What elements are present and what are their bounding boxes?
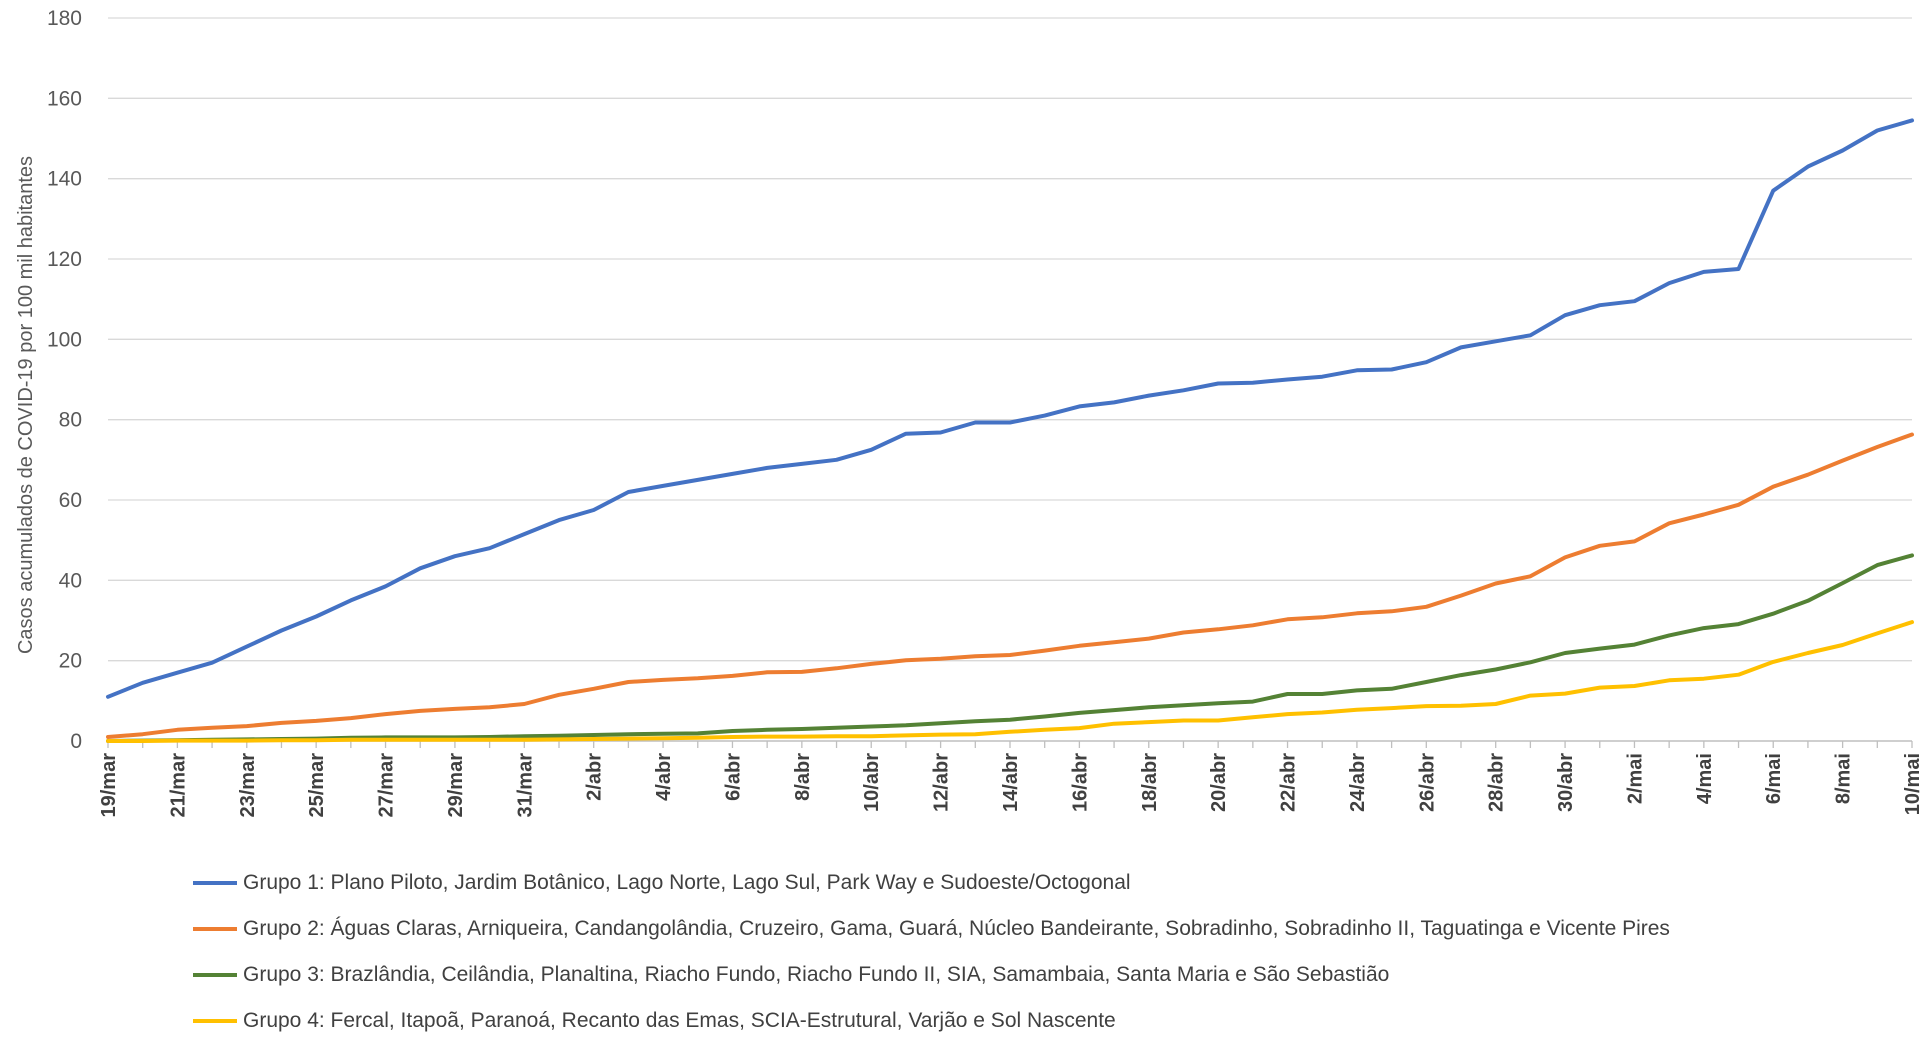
series-line-grupo-4: [106, 620, 1914, 743]
x-tick-label: 25/mar: [306, 753, 328, 818]
legend-swatch: [193, 881, 237, 885]
x-tick-label: 6/mai: [1763, 753, 1785, 804]
x-axis-ticks: 19/mar 21/mar 23/mar 25/mar 27/mar 29/mar 31/m…: [98, 753, 1924, 818]
y-tick-label: 160: [47, 87, 82, 110]
x-tick-label: 23/mar: [237, 753, 259, 818]
x-tick-label: 26/abr: [1416, 753, 1438, 812]
y-tick-label: 0: [70, 730, 82, 753]
y-tick-label: 140: [47, 168, 82, 191]
x-tick-label: 10/abr: [861, 753, 883, 812]
legend-label: Grupo 4: Fercal, Itapoã, Paranoá, Recant…: [243, 1009, 1116, 1032]
legend-swatch: [193, 927, 237, 931]
y-tick-label: 60: [59, 489, 82, 512]
x-tick-label: 2/mai: [1624, 753, 1646, 804]
x-tick-label: 24/abr: [1347, 753, 1369, 812]
legend-swatch: [193, 973, 237, 977]
x-tick-label: 31/mar: [514, 753, 536, 818]
x-tick-label: 16/abr: [1069, 753, 1091, 812]
x-tick-label: 4/abr: [653, 753, 675, 801]
x-tick-label: 29/mar: [445, 753, 467, 818]
x-tick-label: 21/mar: [167, 753, 189, 818]
series-line-grupo-3: [106, 553, 1914, 743]
y-axis-label: Casos acumulados de COVID-19 por 100 mil…: [15, 156, 37, 654]
y-tick-label: 100: [47, 328, 82, 351]
x-tick-label: 18/abr: [1139, 753, 1161, 812]
x-tick-label: 22/abr: [1278, 753, 1300, 812]
y-tick-label: 80: [59, 409, 82, 432]
x-tick-label: 8/abr: [792, 753, 814, 801]
x-tick-label: 27/mar: [376, 753, 398, 818]
x-tick-label: 30/abr: [1555, 753, 1577, 812]
legend-item-grupo-3: Grupo 3: Brazlândia, Ceilândia, Planalti…: [193, 952, 1670, 998]
series-line-grupo-2: [106, 432, 1914, 739]
x-tick-label: 8/mai: [1833, 753, 1855, 804]
legend-label: Grupo 1: Plano Piloto, Jardim Botânico, …: [243, 871, 1131, 894]
x-tick-label: 2/abr: [584, 753, 606, 801]
x-tick-label: 10/mai: [1902, 753, 1924, 815]
x-tick-label: 6/abr: [722, 753, 744, 801]
x-tick-label: 28/abr: [1486, 753, 1508, 812]
x-tick-label: 20/abr: [1208, 753, 1230, 812]
y-tick-label: 20: [59, 650, 82, 673]
legend: Grupo 1: Plano Piloto, Jardim Botânico, …: [193, 860, 1670, 1044]
x-tick-label: 14/abr: [1000, 753, 1022, 812]
legend-swatch: [193, 1019, 237, 1023]
x-tick-label: 19/mar: [98, 753, 120, 818]
y-axis-ticks: 0 20 40 60 80 100 120 140 160 180: [47, 7, 82, 753]
legend-item-grupo-4: Grupo 4: Fercal, Itapoã, Paranoá, Recant…: [193, 998, 1670, 1044]
legend-item-grupo-1: Grupo 1: Plano Piloto, Jardim Botânico, …: [193, 860, 1670, 906]
gridlines: [108, 17, 1912, 662]
x-axis: [107, 740, 1913, 748]
line-chart: 0 20 40 60 80 100 120 140 160 180 19/mar 21/mar 23/…: [15, 7, 1924, 818]
y-tick-label: 180: [47, 7, 82, 30]
x-tick-label: 4/mai: [1694, 753, 1716, 804]
x-tick-label: 12/abr: [931, 753, 953, 812]
series-line-grupo-1: [106, 118, 1914, 699]
series-lines: [106, 118, 1914, 743]
legend-item-grupo-2: Grupo 2: Águas Claras, Arniqueira, Canda…: [193, 906, 1670, 952]
legend-label: Grupo 2: Águas Claras, Arniqueira, Canda…: [243, 917, 1670, 940]
y-tick-label: 40: [59, 569, 82, 592]
legend-label: Grupo 3: Brazlândia, Ceilândia, Planalti…: [243, 963, 1390, 986]
y-tick-label: 120: [47, 248, 82, 271]
